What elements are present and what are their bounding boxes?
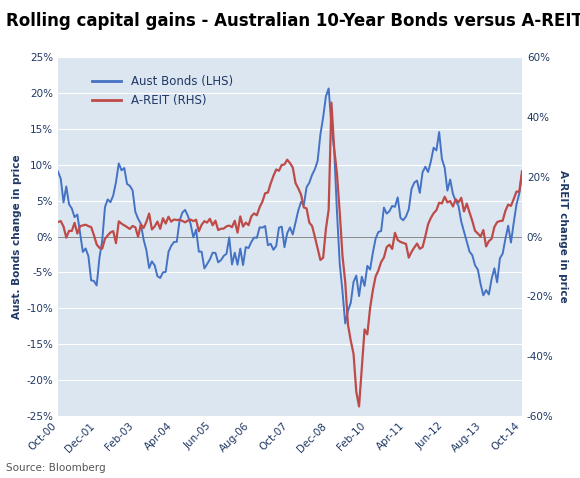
Text: Source: Bloomberg: Source: Bloomberg bbox=[6, 463, 106, 473]
Y-axis label: Aust. Bonds change in price: Aust. Bonds change in price bbox=[12, 154, 22, 319]
Legend: Aust Bonds (LHS), A-REIT (RHS): Aust Bonds (LHS), A-REIT (RHS) bbox=[87, 70, 238, 112]
Text: Rolling capital gains - Australian 10-Year Bonds versus A-REIT In: Rolling capital gains - Australian 10-Ye… bbox=[6, 12, 580, 30]
Y-axis label: A-REIT change in price: A-REIT change in price bbox=[557, 170, 567, 303]
